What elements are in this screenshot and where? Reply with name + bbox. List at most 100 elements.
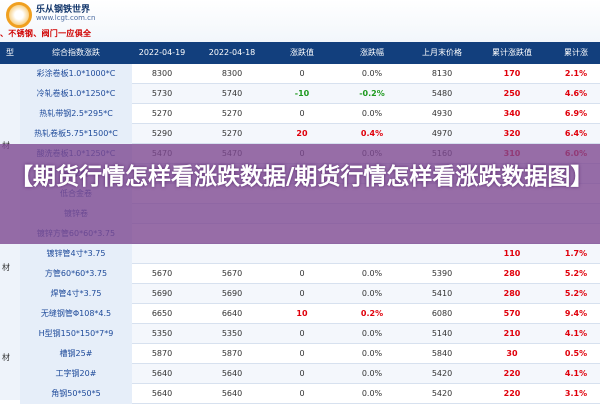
cell-chg: 0 <box>299 389 305 398</box>
cell-chg: -10 <box>294 89 310 98</box>
brand-url[interactable]: www.lcgt.com.cn <box>36 14 96 22</box>
cell-accp: 5.2% <box>564 289 588 298</box>
overlay-title: 【期货行情怎样看涨跌数据/期货行情怎样看涨跌数据图】 <box>10 164 594 190</box>
header-cell: 累计涨 <box>564 48 588 57</box>
cell-last: 5410 <box>431 289 453 298</box>
table-row[interactable]: 角钢50*50*5 5640 5640 0 0.0% 5420 220 3.1% <box>20 384 600 404</box>
cell-chg: 20 <box>296 129 308 138</box>
title-overlay <box>0 144 600 244</box>
cell-chg <box>272 244 332 264</box>
cell-d2: 5640 <box>221 389 243 398</box>
cell-accp: 9.4% <box>564 309 588 318</box>
cell-chg: 0 <box>299 289 305 298</box>
cell-acc: 30 <box>506 349 518 358</box>
cell-pct: 0.2% <box>360 309 384 318</box>
cell-d2: 5640 <box>221 369 243 378</box>
product-name[interactable]: 热轧带钢2.5*295*C <box>20 104 132 124</box>
cell-d2: 5270 <box>221 129 243 138</box>
cell-d2: 6640 <box>221 309 243 318</box>
header-cell: 综合指数涨跌 <box>52 48 100 57</box>
cell-d1: 5870 <box>151 349 173 358</box>
cell-acc: 210 <box>503 329 521 338</box>
product-name[interactable]: 冷轧卷板1.0*1250*C <box>20 84 132 104</box>
table-row[interactable]: 镀锌管4寸*3.75 110 1.7% <box>20 244 600 264</box>
cell-acc: 280 <box>503 269 521 278</box>
table-header: 型 综合指数涨跌 2022-04-19 2022-04-18 涨跌值 涨跌幅 上… <box>0 42 600 64</box>
cell-d2: 8300 <box>221 69 243 78</box>
cell-d1: 8300 <box>151 69 173 78</box>
cell-accp: 4.6% <box>564 89 588 98</box>
cell-chg: 0 <box>299 349 305 358</box>
cell-chg: 0 <box>299 269 305 278</box>
logo-icon <box>6 2 32 28</box>
cell-last: 5390 <box>431 269 453 278</box>
cell-d2: 5740 <box>221 89 243 98</box>
cell-last: 4930 <box>431 109 453 118</box>
cell-last: 6080 <box>431 309 453 318</box>
table-row[interactable]: 槽钢25# 5870 5870 0 0.0% 5840 30 0.5% <box>20 344 600 364</box>
header-cell: 2022-04-18 <box>208 48 256 57</box>
table-row[interactable]: 无缝钢管Φ108*4.5 6650 6640 10 0.2% 6080 570 9.4% <box>20 304 600 324</box>
cell-acc: 570 <box>503 309 521 318</box>
header-cell: 上月末价格 <box>422 48 462 57</box>
cell-pct: 0.0% <box>361 269 383 278</box>
product-name[interactable]: 彩涂卷板1.0*1000*C <box>20 64 132 84</box>
cell-acc: 320 <box>503 129 521 138</box>
cell-acc: 250 <box>503 89 521 98</box>
product-name[interactable]: 无缝钢管Φ108*4.5 <box>20 304 132 324</box>
cell-pct: -0.2% <box>359 89 385 98</box>
cell-acc: 170 <box>503 69 521 78</box>
table-row[interactable]: H型钢150*150*7*9 5350 5350 0 0.0% 5140 210 4.1% <box>20 324 600 344</box>
cell-d2 <box>202 244 262 264</box>
cell-accp: 5.2% <box>564 269 588 278</box>
header-cell: 累计涨跌值 <box>492 48 532 57</box>
cell-d1: 5270 <box>151 109 173 118</box>
product-name[interactable]: 角钢50*50*5 <box>20 384 132 404</box>
cell-accp: 4.1% <box>564 369 588 378</box>
product-name[interactable]: 槽钢25# <box>20 344 132 364</box>
cell-last: 5420 <box>431 369 453 378</box>
table-row[interactable]: 冷轧卷板1.0*1250*C 5730 5740 -10 -0.2% 5480 250 4.6… <box>20 84 600 104</box>
cell-d2: 5270 <box>221 109 243 118</box>
cell-accp: 6.4% <box>564 129 588 138</box>
cell-acc: 220 <box>503 389 521 398</box>
cell-pct: 0.0% <box>361 369 383 378</box>
product-name[interactable]: 方管60*60*3.75 <box>20 264 132 284</box>
cell-chg: 0 <box>299 109 305 118</box>
table-row[interactable]: 工字钢20# 5640 5640 0 0.0% 5420 220 4.1% <box>20 364 600 384</box>
cell-pct: 0.0% <box>361 109 383 118</box>
cell-d1: 5640 <box>151 389 173 398</box>
cell-d1: 5690 <box>151 289 173 298</box>
product-name[interactable]: 镀锌管4寸*3.75 <box>20 244 132 264</box>
table-row[interactable]: 焊管4寸*3.75 5690 5690 0 0.0% 5410 280 5.2% <box>20 284 600 304</box>
cell-pct: 0.0% <box>361 289 383 298</box>
header-cell: 型 <box>6 48 14 57</box>
cell-accp: 4.1% <box>564 329 588 338</box>
table-row[interactable]: 方管60*60*3.75 5670 5670 0 0.0% 5390 280 5.2% <box>20 264 600 284</box>
table-row[interactable]: 热轧带钢2.5*295*C 5270 5270 0 0.0% 4930 340 6.9% <box>20 104 600 124</box>
table-row[interactable]: 热轧卷板5.75*1500*C 5290 5270 20 0.4% 4970 320 6.4% <box>20 124 600 144</box>
cell-last: 4970 <box>431 129 453 138</box>
product-name[interactable]: 焊管4寸*3.75 <box>20 284 132 304</box>
cell-chg: 0 <box>299 69 305 78</box>
slogan-text: 、不锈钢、阀门一应俱全 <box>0 29 92 38</box>
cell-pct: 0.0% <box>361 69 383 78</box>
site-header: 乐从钢铁世界 www.lcgt.com.cn 、不锈钢、阀门一应俱全 <box>0 0 600 42</box>
cell-accp: 1.7% <box>564 249 588 258</box>
cell-pct: 0.0% <box>361 329 383 338</box>
table-row[interactable]: 彩涂卷板1.0*1000*C 8300 8300 0 0.0% 8130 170 2.1% <box>20 64 600 84</box>
cell-d1: 5350 <box>151 329 173 338</box>
cell-accp: 6.9% <box>564 109 588 118</box>
product-name[interactable]: 工字钢20# <box>20 364 132 384</box>
cell-accp: 2.1% <box>564 69 588 78</box>
product-name[interactable]: H型钢150*150*7*9 <box>20 324 132 344</box>
header-cell: 涨跌幅 <box>360 48 384 57</box>
brand-title: 乐从钢铁世界 <box>36 5 91 15</box>
product-name[interactable]: 热轧卷板5.75*1500*C <box>20 124 132 144</box>
cell-d2: 5690 <box>221 289 243 298</box>
cell-d1: 5290 <box>151 129 173 138</box>
cell-last: 5480 <box>431 89 453 98</box>
category-label: 材 <box>2 353 10 362</box>
header-cell: 2022-04-19 <box>138 48 186 57</box>
cell-accp: 3.1% <box>564 389 588 398</box>
